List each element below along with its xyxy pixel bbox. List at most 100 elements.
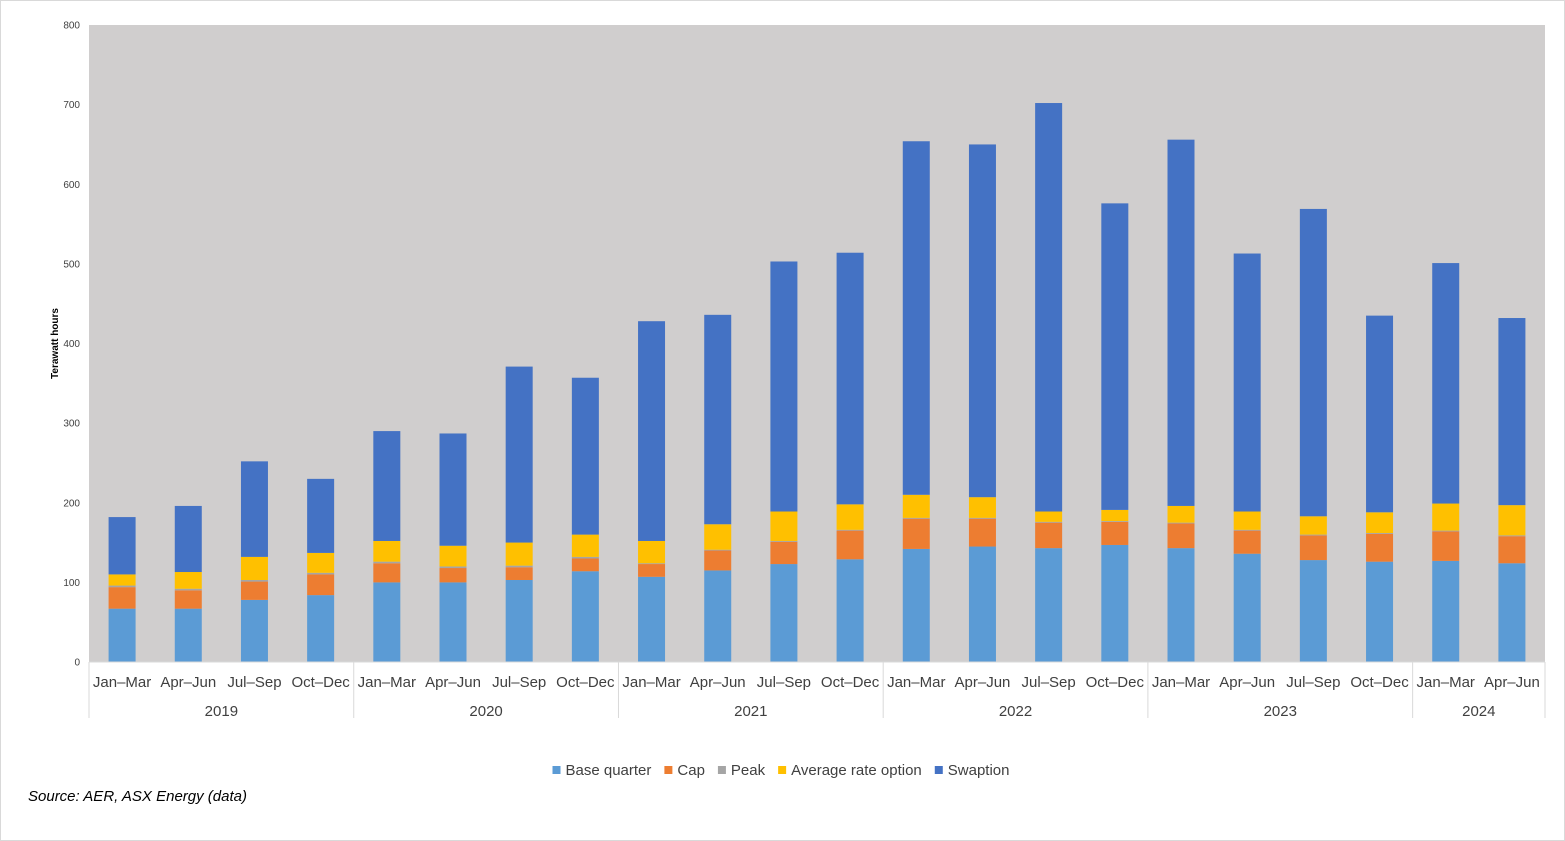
bar-average-rate-option <box>373 540 401 562</box>
bar-base-quarter <box>1101 544 1129 662</box>
bar-peak <box>373 561 401 564</box>
legend-swatch <box>778 766 787 774</box>
x-tick-label: Jan–Mar <box>1152 674 1210 691</box>
x-tick-label: Jan–Mar <box>358 674 416 691</box>
legend-item: Peak <box>717 762 766 779</box>
bar-base-quarter <box>770 564 798 662</box>
y-tick-label: 0 <box>74 658 80 669</box>
bar-average-rate-option <box>1299 516 1327 535</box>
y-tick-label: 200 <box>63 498 80 509</box>
x-tick-label: Jul–Sep <box>227 674 281 691</box>
bar-cap <box>1366 533 1394 562</box>
legend: Base quarter Cap Peak Average rate option Sw… <box>552 762 1010 779</box>
bar-average-rate-option <box>1167 505 1195 523</box>
bar-peak <box>571 556 599 559</box>
bar-average-rate-option <box>836 504 864 530</box>
bar-base-quarter <box>968 546 996 662</box>
bar-cap <box>770 541 798 565</box>
bars <box>108 103 1526 662</box>
bar-base-quarter <box>1299 560 1327 662</box>
bar-peak <box>1366 533 1394 534</box>
bar-peak <box>902 517 930 519</box>
bar-average-rate-option <box>770 511 798 541</box>
bar-cap <box>836 530 864 560</box>
bar-base-quarter <box>638 576 666 662</box>
x-tick-label: Oct–Dec <box>291 674 350 691</box>
bar-swaption <box>1167 139 1195 506</box>
bar-cap <box>307 574 335 596</box>
x-tick-label: Oct–Dec <box>1086 674 1145 691</box>
bar-base-quarter <box>1035 548 1063 662</box>
y-tick-label: 300 <box>63 419 80 430</box>
legend-swatch <box>664 766 673 774</box>
bar-average-rate-option <box>571 534 599 557</box>
bar-peak <box>1498 535 1526 537</box>
bar-peak <box>704 549 732 551</box>
bar-base-quarter <box>108 608 136 662</box>
legend-label: Swaption <box>948 762 1010 779</box>
bar-average-rate-option <box>1035 511 1063 522</box>
bar-peak <box>108 585 136 588</box>
bar-cap <box>968 518 996 547</box>
bar-swaption <box>1101 203 1129 510</box>
x-tick-label: Apr–Jun <box>425 674 481 691</box>
y-tick-label: 700 <box>63 100 80 111</box>
bar-peak <box>770 540 798 542</box>
bar-peak <box>307 572 335 575</box>
bar-swaption <box>836 252 864 505</box>
x-tick-label: Jul–Sep <box>757 674 811 691</box>
legend-swatch <box>552 766 561 774</box>
x-tick-label: Apr–Jun <box>955 674 1011 691</box>
bar-cap <box>704 550 732 571</box>
bar-average-rate-option <box>439 545 467 567</box>
bar-swaption <box>240 461 268 557</box>
x-tick-label: Apr–Jun <box>160 674 216 691</box>
bar-base-quarter <box>1233 553 1261 662</box>
bar-cap <box>1101 521 1129 545</box>
bar-peak <box>638 563 666 565</box>
legend-item: Cap <box>664 762 705 779</box>
x-tick-label: Apr–Jun <box>1219 674 1275 691</box>
bar-base-quarter <box>1432 560 1460 662</box>
bar-swaption <box>704 314 732 525</box>
bar-average-rate-option <box>307 552 335 573</box>
legend-swatch <box>717 766 726 774</box>
bar-swaption <box>902 141 930 495</box>
y-tick-label: 800 <box>63 21 80 32</box>
x-tick-label: Jul–Sep <box>1286 674 1340 691</box>
bar-base-quarter <box>1167 548 1195 662</box>
year-label: 2021 <box>734 703 767 720</box>
year-label: 2023 <box>1264 703 1297 720</box>
bar-base-quarter <box>373 582 401 662</box>
bar-swaption <box>968 144 996 498</box>
bar-cap <box>1035 522 1063 549</box>
bar-cap <box>571 558 599 572</box>
legend-label: Average rate option <box>791 762 922 779</box>
bar-average-rate-option <box>1101 509 1129 522</box>
bar-base-quarter <box>240 599 268 662</box>
bar-base-quarter <box>505 579 533 662</box>
bar-swaption <box>638 321 666 541</box>
x-tick-label: Jul–Sep <box>1022 674 1076 691</box>
bar-cap <box>240 581 268 600</box>
bar-peak <box>174 588 202 591</box>
x-tick-label: Jan–Mar <box>1417 674 1475 691</box>
bar-swaption <box>571 377 599 535</box>
legend-item: Swaption <box>934 762 1010 779</box>
bar-cap <box>439 568 467 583</box>
x-axis: Jan–Mar Apr–Jun Jul–Sep Oct–Dec Jan–Mar Apr–J… <box>88 661 1546 720</box>
bar-cap <box>373 563 401 583</box>
bar-average-rate-option <box>638 540 666 564</box>
x-tick-label: Oct–Dec <box>556 674 615 691</box>
bar-peak <box>968 517 996 519</box>
y-tick-label: 400 <box>63 339 80 350</box>
bar-peak <box>1299 534 1327 536</box>
source-note: Source: AER, ASX Energy (data) <box>28 788 247 805</box>
bar-peak <box>1432 530 1460 532</box>
bar-average-rate-option <box>505 542 533 566</box>
y-tick-label: 100 <box>63 578 80 589</box>
bar-swaption <box>1366 315 1394 513</box>
x-tick-label: Jan–Mar <box>93 674 151 691</box>
bar-cap <box>1299 535 1327 561</box>
